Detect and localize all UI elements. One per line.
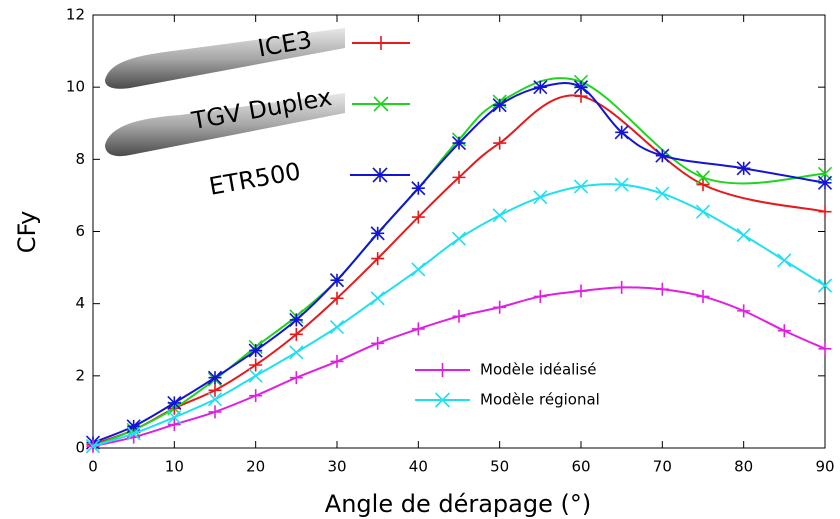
legend-marker: [435, 363, 450, 377]
train-image: [105, 28, 345, 89]
x-tick-label: 80: [734, 458, 753, 476]
marker: [208, 383, 222, 397]
marker: [614, 125, 629, 140]
marker: [777, 324, 791, 338]
marker: [249, 358, 263, 372]
legend-label: Modèle régional: [480, 391, 600, 409]
marker: [655, 148, 670, 163]
legend-marker: [372, 167, 388, 183]
legend-marker: [373, 96, 389, 112]
marker: [696, 178, 710, 192]
marker: [492, 208, 507, 223]
legend-label: ICE3: [256, 26, 314, 63]
marker: [817, 175, 833, 190]
y-tick-label: 12: [66, 6, 85, 24]
marker: [371, 336, 385, 350]
marker: [370, 226, 385, 241]
legend-label: ETR500: [207, 157, 303, 201]
marker: [818, 205, 832, 219]
marker: [207, 370, 223, 385]
marker: [451, 136, 467, 151]
marker: [411, 181, 426, 196]
y-axis-label: CFy: [13, 211, 41, 254]
x-tick-label: 20: [246, 458, 265, 476]
y-tick-label: 0: [75, 439, 85, 457]
marker: [371, 252, 385, 266]
plot-frame: [92, 14, 826, 449]
x-axis-label: Angle de dérapage (°): [325, 490, 591, 518]
marker: [167, 395, 182, 410]
marker: [696, 289, 710, 303]
legend-marker: [434, 392, 451, 408]
marker: [208, 405, 222, 419]
marker: [248, 343, 263, 358]
marker: [370, 291, 385, 306]
marker: [736, 161, 751, 176]
legend-marker: [374, 36, 388, 50]
marker: [329, 320, 345, 335]
marker: [289, 345, 304, 360]
marker: [248, 368, 263, 383]
marker: [126, 419, 141, 434]
marker: [493, 136, 507, 150]
marker: [818, 342, 832, 356]
x-tick-label: 30: [327, 458, 346, 476]
marker: [126, 426, 141, 441]
marker: [411, 322, 425, 336]
marker: [207, 392, 223, 407]
marker: [573, 179, 589, 194]
y-tick-label: 4: [75, 294, 85, 312]
marker: [493, 300, 507, 314]
marker: [533, 80, 548, 95]
marker: [736, 228, 751, 243]
marker: [452, 170, 466, 184]
y-tick-label: 6: [75, 222, 85, 240]
marker: [655, 282, 669, 296]
marker: [615, 280, 629, 294]
marker: [574, 284, 588, 298]
marker: [411, 262, 426, 277]
marker: [85, 439, 101, 454]
x-tick-label: 10: [165, 458, 184, 476]
x-tick-label: 0: [88, 458, 98, 476]
legend-label: Modèle idéalisé: [480, 361, 597, 379]
y-tick-label: 10: [66, 78, 85, 96]
marker: [167, 410, 182, 425]
x-tick-label: 40: [409, 458, 428, 476]
marker: [695, 204, 711, 219]
marker: [330, 354, 344, 368]
marker: [451, 231, 467, 246]
series: [86, 280, 832, 453]
train-image: [105, 93, 345, 157]
marker: [614, 177, 629, 192]
marker: [777, 253, 792, 268]
x-tick-label: 70: [653, 458, 672, 476]
x-tick-label: 50: [490, 458, 509, 476]
marker: [573, 80, 589, 95]
marker: [492, 98, 507, 113]
marker: [167, 418, 181, 432]
series: [85, 177, 833, 454]
marker: [249, 389, 263, 403]
y-tick-label: 2: [75, 366, 85, 384]
marker: [452, 309, 466, 323]
marker: [655, 186, 670, 201]
x-tick-label: 90: [815, 458, 834, 476]
marker: [817, 278, 833, 293]
marker: [289, 371, 303, 385]
y-tick-label: 8: [75, 150, 85, 168]
marker: [737, 304, 751, 318]
marker: [329, 273, 345, 288]
marker: [411, 210, 425, 224]
x-tick-label: 60: [571, 458, 590, 476]
marker: [289, 327, 303, 341]
marker: [289, 312, 304, 327]
marker: [695, 170, 711, 185]
marker: [533, 190, 548, 205]
marker: [533, 289, 547, 303]
marker: [330, 291, 344, 305]
